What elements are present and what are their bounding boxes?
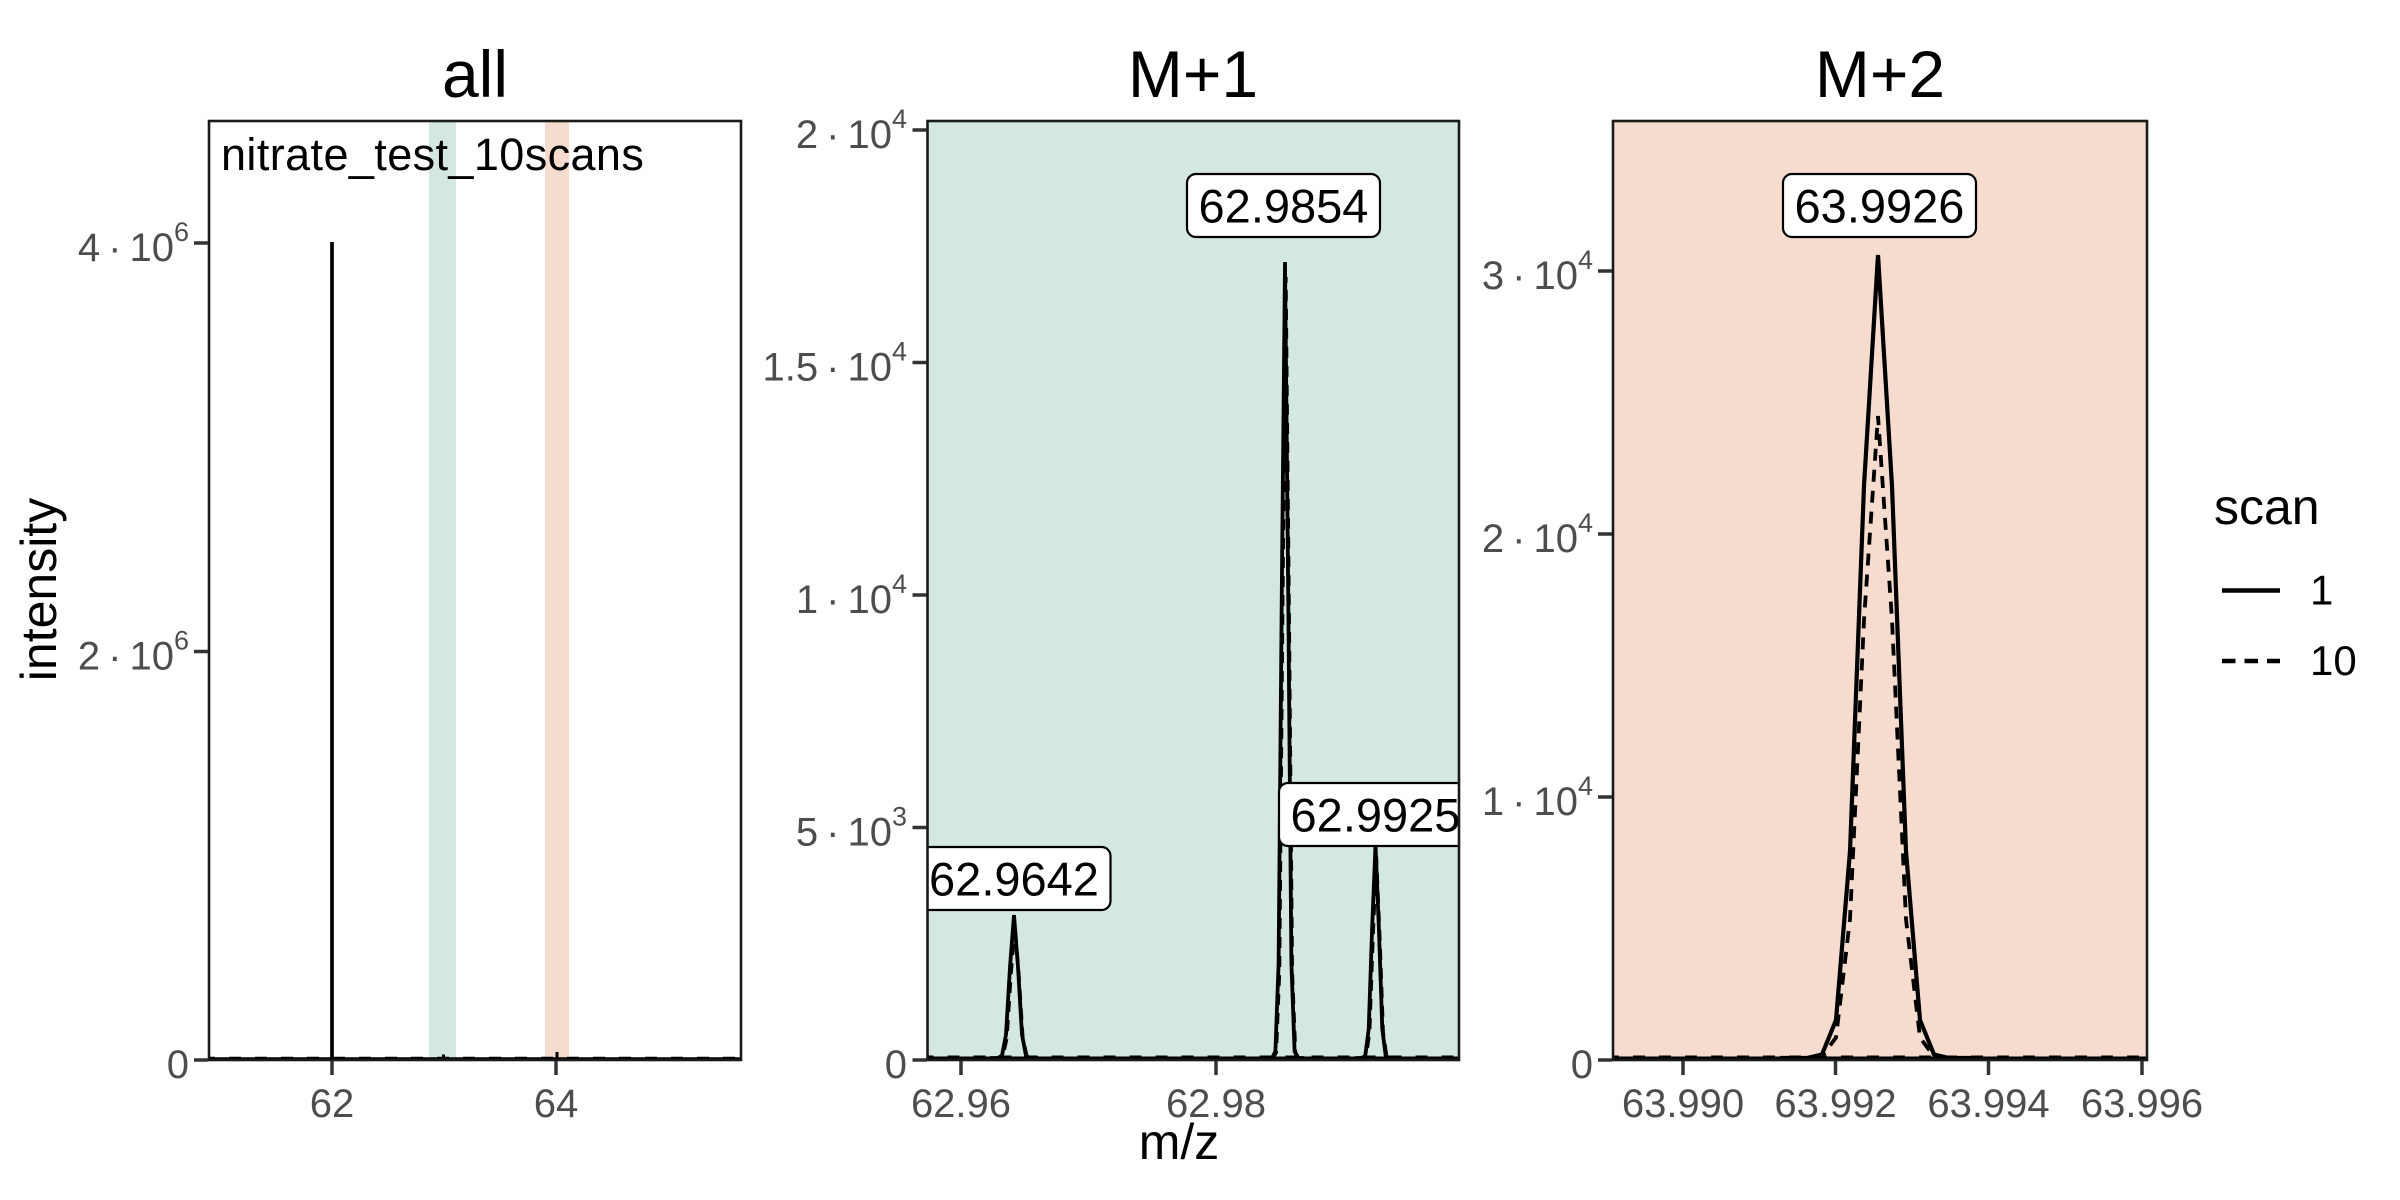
- svg-text:0: 0: [885, 1043, 907, 1087]
- svg-text:2 · 106: 2 · 106: [78, 626, 189, 679]
- svg-text:2 · 104: 2 · 104: [796, 104, 907, 157]
- svg-text:4 · 106: 4 · 106: [78, 217, 189, 270]
- svg-text:63.990: 63.990: [1622, 1082, 1744, 1126]
- svg-text:scan: scan: [2214, 479, 2320, 535]
- svg-text:5 · 103: 5 · 103: [796, 802, 907, 855]
- svg-text:2 · 104: 2 · 104: [1482, 508, 1593, 561]
- svg-text:all: all: [442, 37, 508, 111]
- svg-text:1 · 104: 1 · 104: [796, 569, 907, 622]
- svg-text:63.994: 63.994: [1927, 1082, 2049, 1126]
- svg-text:62: 62: [310, 1082, 355, 1126]
- svg-text:62.98: 62.98: [1166, 1082, 1266, 1126]
- svg-text:1.5 · 104: 1.5 · 104: [763, 337, 907, 390]
- svg-text:63.992: 63.992: [1774, 1082, 1896, 1126]
- svg-text:intensity: intensity: [11, 498, 67, 681]
- svg-text:62.9854: 62.9854: [1199, 180, 1369, 233]
- svg-text:63.996: 63.996: [2081, 1082, 2203, 1126]
- svg-text:M+1: M+1: [1128, 37, 1258, 111]
- svg-text:nitrate_test_10scans: nitrate_test_10scans: [221, 129, 644, 180]
- svg-text:10: 10: [2310, 637, 2357, 684]
- svg-text:64: 64: [534, 1082, 579, 1126]
- svg-text:m/z: m/z: [1139, 1114, 1220, 1170]
- svg-text:0: 0: [1571, 1043, 1593, 1087]
- svg-text:1: 1: [2310, 567, 2333, 614]
- svg-text:62.9925: 62.9925: [1291, 789, 1461, 842]
- svg-text:M+2: M+2: [1815, 37, 1945, 111]
- svg-text:62.96: 62.96: [911, 1082, 1011, 1126]
- svg-text:1 · 104: 1 · 104: [1482, 771, 1593, 824]
- svg-text:3 · 104: 3 · 104: [1482, 245, 1593, 298]
- svg-text:0: 0: [167, 1043, 189, 1087]
- svg-text:62.9642: 62.9642: [929, 853, 1099, 906]
- svg-text:63.9926: 63.9926: [1795, 180, 1965, 233]
